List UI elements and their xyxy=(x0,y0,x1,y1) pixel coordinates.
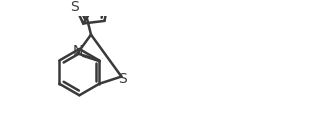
Text: N: N xyxy=(73,44,83,58)
Text: S: S xyxy=(118,72,127,86)
Text: S: S xyxy=(70,0,79,14)
